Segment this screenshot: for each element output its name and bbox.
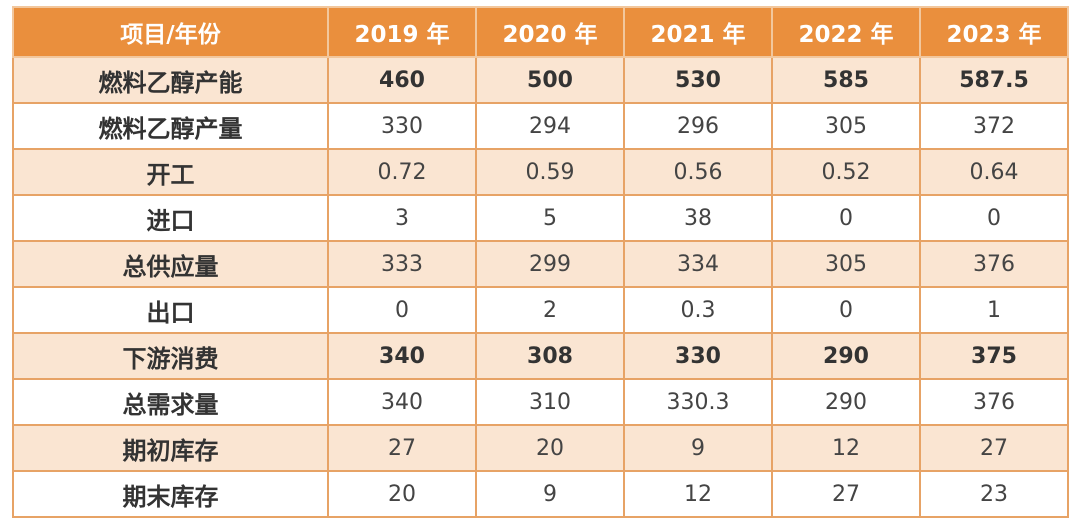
table-cell: 460 xyxy=(327,56,477,104)
table-cell: 585 xyxy=(771,56,921,104)
row-label: 总需求量 xyxy=(12,378,329,426)
table-cell: 294 xyxy=(475,102,625,150)
table-cell: 376 xyxy=(919,240,1069,288)
table-cell: 308 xyxy=(475,332,625,380)
table-cell: 333 xyxy=(327,240,477,288)
table-cell: 330 xyxy=(327,102,477,150)
table-cell: 340 xyxy=(327,332,477,380)
table-cell: 5 xyxy=(475,194,625,242)
table-cell: 38 xyxy=(623,194,773,242)
table-cell: 23 xyxy=(919,470,1069,518)
table-cell: 305 xyxy=(771,102,921,150)
table-row: 出口 0 2 0.3 0 1 xyxy=(12,286,1069,334)
table-cell: 0.64 xyxy=(919,148,1069,196)
table-cell: 0.72 xyxy=(327,148,477,196)
table-header-row: 项目/年份 2019 年 2020 年 2021 年 2022 年 2023 年 xyxy=(12,6,1069,58)
row-label: 下游消费 xyxy=(12,332,329,380)
table-cell: 299 xyxy=(475,240,625,288)
table-cell: 0 xyxy=(919,194,1069,242)
table-cell: 587.5 xyxy=(919,56,1069,104)
table-row: 期末库存 20 9 12 27 23 xyxy=(12,470,1069,518)
table-cell: 500 xyxy=(475,56,625,104)
table-cell: 9 xyxy=(475,470,625,518)
table-cell: 0 xyxy=(771,194,921,242)
table-cell: 330.3 xyxy=(623,378,773,426)
table-cell: 376 xyxy=(919,378,1069,426)
table-row: 下游消费 340 308 330 290 375 xyxy=(12,332,1069,380)
header-year-2022: 2022 年 xyxy=(771,6,921,58)
header-year-2021: 2021 年 xyxy=(623,6,773,58)
table-cell: 305 xyxy=(771,240,921,288)
table-cell: 27 xyxy=(919,424,1069,472)
table-row: 总需求量 340 310 330.3 290 376 xyxy=(12,378,1069,426)
header-year-2019: 2019 年 xyxy=(327,6,477,58)
table-row: 期初库存 27 20 9 12 27 xyxy=(12,424,1069,472)
table-cell: 340 xyxy=(327,378,477,426)
table-cell: 310 xyxy=(475,378,625,426)
table-cell: 1 xyxy=(919,286,1069,334)
table-cell: 372 xyxy=(919,102,1069,150)
row-label: 期初库存 xyxy=(12,424,329,472)
row-label: 总供应量 xyxy=(12,240,329,288)
row-label: 出口 xyxy=(12,286,329,334)
header-year-2020: 2020 年 xyxy=(475,6,625,58)
table-cell: 0.56 xyxy=(623,148,773,196)
header-year-2023: 2023 年 xyxy=(919,6,1069,58)
fuel-ethanol-balance-table: 项目/年份 2019 年 2020 年 2021 年 2022 年 2023 年… xyxy=(12,6,1069,518)
table-cell: 0.3 xyxy=(623,286,773,334)
table-cell: 12 xyxy=(771,424,921,472)
table-cell: 0.52 xyxy=(771,148,921,196)
table-cell: 375 xyxy=(919,332,1069,380)
data-table-container: 项目/年份 2019 年 2020 年 2021 年 2022 年 2023 年… xyxy=(12,6,1069,518)
table-cell: 2 xyxy=(475,286,625,334)
table-cell: 530 xyxy=(623,56,773,104)
table-cell: 290 xyxy=(771,332,921,380)
table-cell: 0 xyxy=(771,286,921,334)
table-row: 燃料乙醇产量 330 294 296 305 372 xyxy=(12,102,1069,150)
table-cell: 334 xyxy=(623,240,773,288)
table-row: 总供应量 333 299 334 305 376 xyxy=(12,240,1069,288)
table-cell: 9 xyxy=(623,424,773,472)
table-cell: 27 xyxy=(771,470,921,518)
table-cell: 12 xyxy=(623,470,773,518)
table-cell: 20 xyxy=(327,470,477,518)
table-cell: 330 xyxy=(623,332,773,380)
table-cell: 27 xyxy=(327,424,477,472)
row-label: 开工 xyxy=(12,148,329,196)
table-cell: 0.59 xyxy=(475,148,625,196)
row-label: 燃料乙醇产能 xyxy=(12,56,329,104)
table-cell: 296 xyxy=(623,102,773,150)
row-label: 进口 xyxy=(12,194,329,242)
row-label: 期末库存 xyxy=(12,470,329,518)
table-row: 燃料乙醇产能 460 500 530 585 587.5 xyxy=(12,56,1069,104)
table-cell: 20 xyxy=(475,424,625,472)
table-cell: 0 xyxy=(327,286,477,334)
header-item-year: 项目/年份 xyxy=(12,6,329,58)
table-row: 进口 3 5 38 0 0 xyxy=(12,194,1069,242)
table-cell: 290 xyxy=(771,378,921,426)
row-label: 燃料乙醇产量 xyxy=(12,102,329,150)
table-row: 开工 0.72 0.59 0.56 0.52 0.64 xyxy=(12,148,1069,196)
table-cell: 3 xyxy=(327,194,477,242)
